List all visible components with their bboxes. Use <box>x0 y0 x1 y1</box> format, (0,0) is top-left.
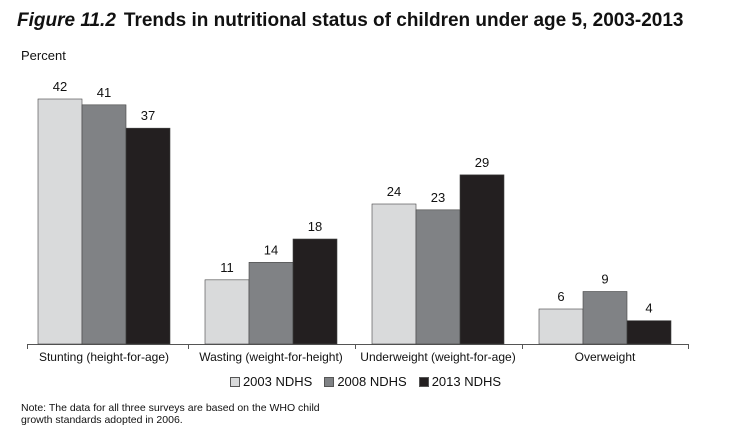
bar <box>582 291 628 345</box>
data-label: 6 <box>557 289 564 304</box>
data-label: 24 <box>387 184 401 199</box>
legend-label: 2013 NDHS <box>431 374 502 389</box>
bar <box>292 238 338 345</box>
data-label: 23 <box>431 190 445 205</box>
data-label: 42 <box>53 79 67 94</box>
figure-title: Trends in nutritional status of children… <box>123 10 684 31</box>
legend-swatch <box>229 376 240 387</box>
data-label: 41 <box>97 85 111 100</box>
legend-swatch <box>324 376 335 387</box>
bar <box>538 308 584 345</box>
bar <box>371 203 417 345</box>
bar <box>81 104 127 345</box>
bar <box>626 320 672 345</box>
x-tick-label: Overweight <box>575 350 636 364</box>
chart-title: Figure 11.2 Trends in nutritional status … <box>17 10 684 32</box>
data-label: 4 <box>645 301 652 316</box>
note-text: Note: The data for all three surveys are… <box>21 402 320 426</box>
bar <box>204 279 250 345</box>
legend-item: 2003 NDHS <box>229 374 313 389</box>
legend-label: 2008 NDHS <box>337 374 407 389</box>
x-tick-label: Stunting (height-for-age) <box>39 350 169 364</box>
bar <box>248 262 294 345</box>
legend-item: 2013 NDHS <box>418 374 502 389</box>
figure-label: Figure 11.2 <box>17 10 116 31</box>
data-label: 11 <box>220 260 234 275</box>
legend-item: 2008 NDHS <box>324 374 407 389</box>
y-axis-label: Percent <box>21 48 66 63</box>
legend-label: 2003 NDHS <box>242 374 313 389</box>
data-label: 29 <box>475 155 489 170</box>
bar <box>459 174 505 345</box>
bar <box>415 209 461 345</box>
data-label: 14 <box>264 242 278 257</box>
x-tick-label: Wasting (weight-for-height) <box>199 350 343 364</box>
bar <box>125 127 171 345</box>
data-label: 18 <box>308 219 322 234</box>
legend: 2003 NDHS 2008 NDHS 2013 NDHS <box>0 374 731 389</box>
data-label: 9 <box>601 272 608 287</box>
data-label: 37 <box>141 108 155 123</box>
x-tick-label: Underweight (weight-for-age) <box>360 350 515 364</box>
bar <box>37 98 83 345</box>
bar-chart: 42 41 37 Stunting (height-for-age) 11 14 18 Was… <box>27 79 689 364</box>
legend-swatch <box>418 376 429 387</box>
